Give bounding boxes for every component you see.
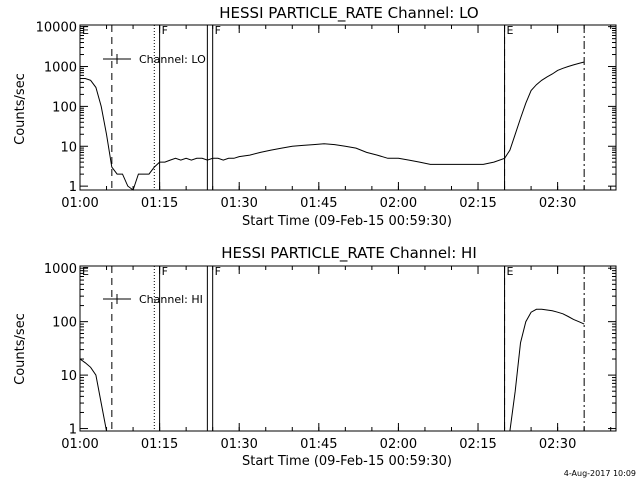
x-tick-label: 01:15 [141,437,178,452]
x-tick-label: 02:15 [459,196,496,211]
x-tick-label: 02:15 [459,437,496,452]
event-marker-label: F [162,265,168,278]
y-axis-label: Counts/sec [13,73,28,145]
y-tick-label: 1000 [44,61,77,76]
chart-title: HESSI PARTICLE_RATE Channel: LO [219,4,478,23]
lo-channel-panel: HESSI PARTICLE_RATE Channel: LO Start Ti… [13,4,617,229]
legend-label: Channel: HI [139,293,203,306]
timestamp: 4-Aug-2017 10:09 [564,469,636,478]
x-tick-label: 01:30 [220,196,257,211]
y-tick-label: 1000 [44,262,77,277]
legend: Channel: LO [103,53,206,66]
x-tick-label: 01:30 [220,437,257,452]
x-tick-label: 01:45 [300,196,337,211]
y-tick-label: 100 [52,316,77,331]
event-marker-label: E [82,265,89,278]
event-marker-label: E [507,265,514,278]
y-tick-label: 1 [69,180,77,195]
y-tick-label: 100 [52,100,77,115]
x-axis-label: Start Time (09-Feb-15 00:59:30) [242,454,452,469]
series-line [80,61,585,191]
y-tick-label: 1 [69,423,77,438]
y-tick-label: 10 [60,369,77,384]
chart-title: HESSI PARTICLE_RATE Channel: HI [221,244,477,263]
x-tick-label: 01:00 [61,196,98,211]
x-tick-label: 02:30 [539,196,576,211]
event-marker-label: F [215,24,221,37]
x-tick-label: 02:00 [380,437,417,452]
hi-channel-panel: HESSI PARTICLE_RATE Channel: HI Start Ti… [13,244,617,469]
event-marker-label: E [507,24,514,37]
plot-frame [79,24,617,191]
y-axis-label: Counts/sec [13,313,28,385]
y-tick-label: 10000 [36,21,77,36]
x-axis-label: Start Time (09-Feb-15 00:59:30) [242,214,452,229]
y-tick-label: 10 [60,140,77,155]
x-tick-label: 02:30 [539,437,576,452]
x-tick-label: 01:00 [61,437,98,452]
x-tick-label: 01:15 [141,196,178,211]
legend-label: Channel: LO [139,53,206,66]
series-line [79,308,585,432]
x-tick-label: 01:45 [300,437,337,452]
x-tick-label: 02:00 [380,196,417,211]
event-marker-label: F [215,265,221,278]
event-marker-label: F [162,24,168,37]
event-marker-label: E [82,24,89,37]
legend: Channel: HI [103,293,203,306]
plot-frame [79,265,617,432]
